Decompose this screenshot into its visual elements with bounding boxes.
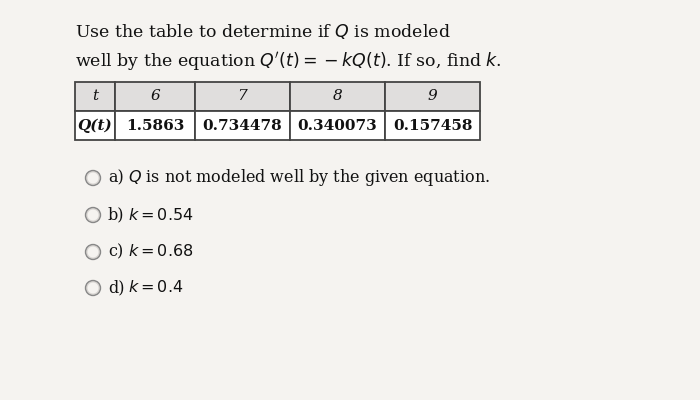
Circle shape — [88, 282, 99, 294]
Text: d): d) — [108, 280, 125, 296]
Text: $k = 0.54$: $k = 0.54$ — [128, 206, 193, 224]
Bar — [195, 82, 290, 111]
Bar — [385, 82, 480, 111]
Text: 9: 9 — [428, 90, 438, 104]
Text: $Q$ is not modeled well by the given equation.: $Q$ is not modeled well by the given equ… — [128, 168, 490, 188]
Text: 0.157458: 0.157458 — [393, 118, 473, 132]
Text: 7: 7 — [237, 90, 247, 104]
Circle shape — [88, 246, 99, 258]
Bar — [290, 82, 385, 111]
Text: 0.340073: 0.340073 — [298, 118, 377, 132]
Text: $k = 0.68$: $k = 0.68$ — [128, 244, 193, 260]
Circle shape — [85, 208, 101, 222]
Bar — [115, 82, 195, 111]
Text: 0.734478: 0.734478 — [202, 118, 282, 132]
Text: 1.5863: 1.5863 — [126, 118, 184, 132]
Text: Q(t): Q(t) — [78, 118, 113, 133]
Text: $k = 0.4$: $k = 0.4$ — [128, 280, 183, 296]
Circle shape — [85, 244, 101, 260]
Bar — [385, 111, 480, 140]
Bar — [195, 111, 290, 140]
Circle shape — [85, 170, 101, 186]
Text: 6: 6 — [150, 90, 160, 104]
Text: Use the table to determine if $Q$ is modeled: Use the table to determine if $Q$ is mod… — [75, 22, 451, 41]
Circle shape — [88, 210, 99, 220]
Bar — [290, 111, 385, 140]
Text: a): a) — [108, 170, 124, 186]
Text: t: t — [92, 90, 98, 104]
Bar — [75, 111, 115, 140]
Text: well by the equation $Q^{\prime}(t) = -kQ(t)$. If so, find $k$.: well by the equation $Q^{\prime}(t) = -k… — [75, 50, 502, 73]
Text: c): c) — [108, 244, 123, 260]
Circle shape — [88, 172, 99, 184]
Bar — [75, 82, 115, 111]
Text: b): b) — [108, 206, 125, 224]
Bar — [115, 111, 195, 140]
Circle shape — [85, 280, 101, 296]
Text: 8: 8 — [332, 90, 342, 104]
